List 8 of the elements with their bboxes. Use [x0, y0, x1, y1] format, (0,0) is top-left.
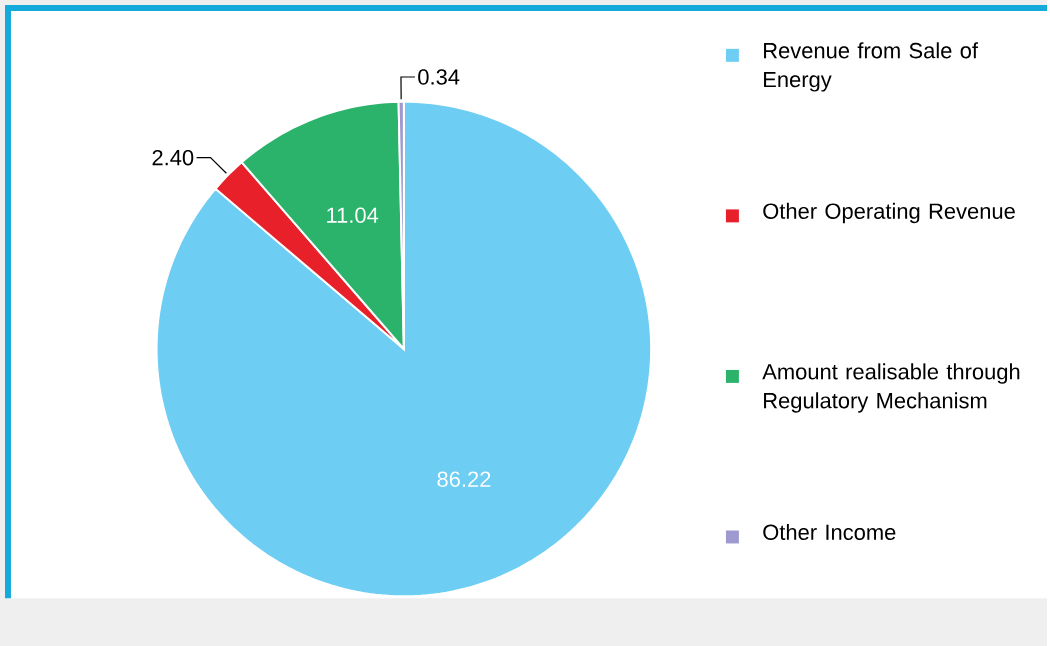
- data-label: 86.22: [437, 471, 491, 487]
- data-label: 0.34: [418, 69, 460, 85]
- legend-label: Other Operating Revenue: [763, 202, 1015, 224]
- data-label: 2.40: [152, 149, 194, 166]
- data-label: 11.04: [327, 207, 379, 223]
- legend-label: Revenue from Sale of Energy: [764, 42, 979, 92]
- legend-label: Other Income: [763, 523, 896, 540]
- legend-label: Amount realisable through Regulatory Mechanism: [762, 363, 1020, 413]
